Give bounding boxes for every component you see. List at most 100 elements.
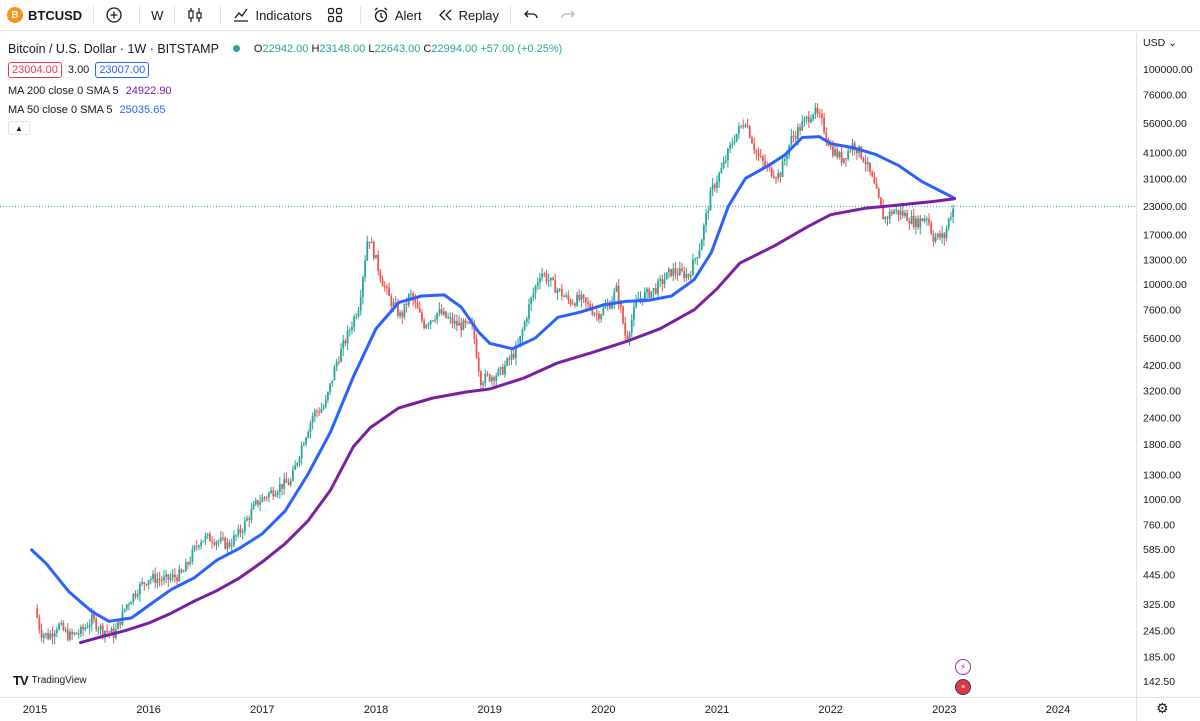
y-tick-label: 7600.00: [1143, 305, 1181, 317]
candle-body: [584, 297, 587, 303]
candle-body: [657, 280, 659, 294]
candle-body: [796, 127, 799, 139]
candle-body: [462, 320, 465, 330]
candle-body: [351, 327, 353, 331]
candle-body: [233, 535, 235, 546]
candlestick-series: [36, 103, 954, 645]
candle-body: [873, 176, 876, 184]
replay-button[interactable]: Replay: [429, 0, 506, 31]
candle-body: [779, 172, 782, 177]
candle-body: [541, 273, 544, 279]
candle-body: [93, 614, 95, 620]
us-flag-event-icon[interactable]: ≡: [955, 679, 971, 695]
candle-body: [598, 313, 600, 320]
candle-body: [302, 444, 305, 446]
interval-button[interactable]: W: [144, 0, 170, 31]
candle-body: [440, 309, 443, 315]
open-value: 22942.00: [262, 42, 309, 55]
sell-price-button[interactable]: 23004.00: [8, 61, 62, 78]
moving-average-lines: [30, 135, 957, 645]
candle-body: [228, 542, 231, 547]
symbol-label: BTCUSD: [28, 7, 83, 23]
symbol-search-button[interactable]: B BTCUSD: [0, 0, 89, 31]
candle-body: [486, 373, 489, 375]
redo-button[interactable]: [552, 0, 589, 31]
ma50-legend[interactable]: MA 50 close 0 SMA 5 25035.65: [8, 101, 562, 119]
candle-body: [178, 569, 181, 581]
candle-body: [204, 535, 207, 541]
indicators-button[interactable]: Indicators: [225, 0, 318, 31]
candle-body: [173, 574, 176, 578]
candle-body: [674, 268, 677, 274]
candle-body: [329, 383, 331, 393]
chart-settings-icon[interactable]: ⚙: [1156, 700, 1169, 716]
alert-button[interactable]: Alert: [365, 0, 429, 31]
candle-body: [923, 218, 926, 221]
candle-body: [945, 228, 948, 239]
x-tick-label: 2024: [1046, 704, 1070, 716]
tradingview-watermark[interactable]: TV TradingView: [8, 669, 93, 691]
candle-body: [86, 627, 89, 629]
candle-body: [617, 285, 620, 303]
candle-body: [165, 574, 168, 577]
candle-body: [235, 535, 238, 537]
candle-body: [504, 365, 506, 375]
candle-body: [814, 107, 817, 115]
candle-body: [694, 258, 697, 260]
undo-button[interactable]: [515, 0, 552, 31]
candle-body: [152, 573, 154, 579]
candle-body: [259, 502, 262, 505]
candle-body: [53, 633, 56, 637]
candle-body: [615, 285, 618, 292]
candle-body: [88, 624, 91, 628]
lightning-event-icon[interactable]: ⚡: [955, 659, 971, 675]
ma200-legend[interactable]: MA 200 close 0 SMA 5 24922.90: [8, 80, 562, 101]
price-chart[interactable]: 142.50 185.00 245.00 325.00 445.00 585.00 760.…: [0, 31, 1200, 721]
y-tick-label: 142.50: [1143, 676, 1175, 688]
candle-body: [941, 233, 944, 238]
candle-body: [558, 288, 561, 290]
candle-body: [106, 630, 109, 632]
compare-symbol-button[interactable]: [98, 0, 135, 31]
ma50-label: MA 50 close 0 SMA 5: [8, 104, 113, 116]
replay-label: Replay: [458, 7, 500, 23]
candle-body: [36, 608, 39, 618]
candle-body: [838, 152, 841, 158]
layouts-button[interactable]: [319, 0, 356, 31]
candle-body: [477, 357, 480, 372]
ohlc-values: O22942.00 H23148.00 L22643.00 C22994.00 …: [254, 43, 562, 55]
chart-axes: 142.50 185.00 245.00 325.00 445.00 585.00 760.…: [0, 31, 1200, 721]
candle-body: [211, 541, 213, 543]
candle-body: [320, 408, 323, 413]
candle-body: [875, 183, 878, 189]
candle-body: [305, 437, 307, 445]
chart-type-button[interactable]: [179, 0, 216, 31]
candle-body: [215, 541, 218, 545]
candle-body: [45, 633, 47, 635]
candle-body: [370, 241, 373, 244]
candle-body: [635, 300, 638, 307]
candle-body: [696, 257, 699, 259]
buy-price-button[interactable]: 23007.00: [95, 61, 150, 78]
candle-body: [493, 377, 495, 381]
candle-body: [724, 160, 727, 162]
y-tick-label: 41000.00: [1143, 147, 1187, 159]
candle-body: [316, 410, 318, 412]
collapse-legend-button[interactable]: ▲: [8, 121, 30, 135]
y-tick-label: 1000.00: [1143, 494, 1181, 506]
candle-body: [191, 549, 194, 562]
candle-body: [508, 358, 511, 360]
candle-body: [862, 158, 865, 162]
x-tick-label: 2016: [136, 704, 160, 716]
redo-icon: [559, 6, 577, 24]
candle-body: [125, 604, 128, 609]
candle-body: [556, 289, 559, 293]
candle-body: [506, 358, 509, 366]
x-tick-label: 2021: [705, 704, 729, 716]
candle-body: [449, 317, 452, 319]
candle-body: [49, 633, 52, 640]
candle-body: [357, 310, 360, 317]
y-tick-label: 5600.00: [1143, 333, 1181, 345]
candle-body: [189, 561, 192, 565]
candle-body: [176, 577, 178, 581]
